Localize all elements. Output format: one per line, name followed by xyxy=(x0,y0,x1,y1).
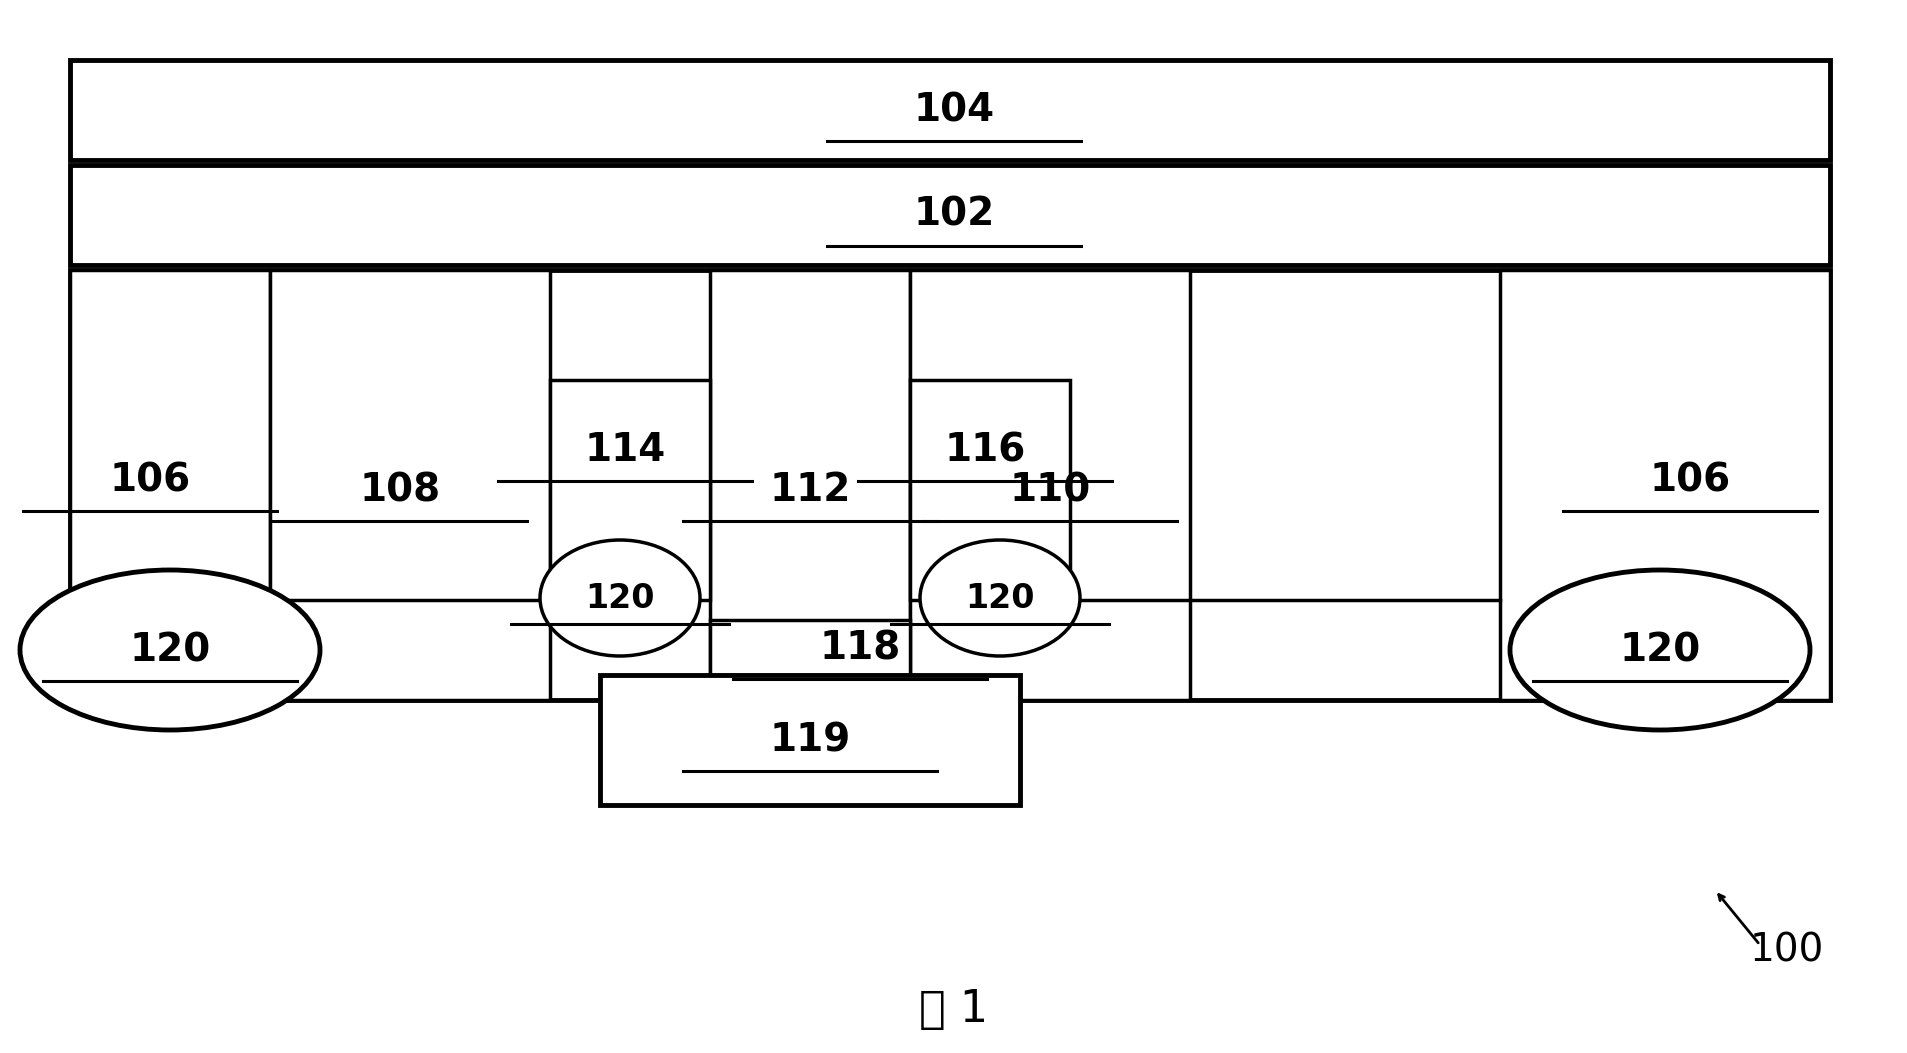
Bar xyxy=(549,380,709,600)
Text: 120: 120 xyxy=(1619,631,1699,669)
Bar xyxy=(1499,270,1829,700)
Text: 112: 112 xyxy=(769,471,851,509)
Bar xyxy=(709,270,910,700)
Ellipse shape xyxy=(540,540,700,656)
Bar xyxy=(71,270,1829,700)
Text: 108: 108 xyxy=(359,471,441,509)
Text: 114: 114 xyxy=(584,431,666,469)
Text: 119: 119 xyxy=(769,721,851,759)
Bar xyxy=(71,165,1829,265)
Bar xyxy=(709,620,910,675)
Text: 120: 120 xyxy=(965,581,1034,615)
Text: 110: 110 xyxy=(1009,471,1091,509)
Ellipse shape xyxy=(919,540,1079,656)
Text: 118: 118 xyxy=(818,629,900,667)
Bar xyxy=(71,60,1829,160)
Text: 100: 100 xyxy=(1749,931,1823,969)
Text: 图 1: 图 1 xyxy=(919,989,988,1032)
Text: 120: 120 xyxy=(130,631,210,669)
Ellipse shape xyxy=(1508,570,1810,730)
Ellipse shape xyxy=(19,570,320,730)
Bar xyxy=(910,380,1070,600)
Bar xyxy=(599,675,1020,804)
Bar xyxy=(271,270,549,700)
Text: 106: 106 xyxy=(109,461,191,499)
Text: 102: 102 xyxy=(913,196,994,234)
Text: 104: 104 xyxy=(913,91,994,130)
Text: 120: 120 xyxy=(585,581,654,615)
Bar xyxy=(71,270,271,700)
Text: 116: 116 xyxy=(944,431,1026,469)
Bar xyxy=(910,270,1190,700)
Text: 106: 106 xyxy=(1648,461,1730,499)
